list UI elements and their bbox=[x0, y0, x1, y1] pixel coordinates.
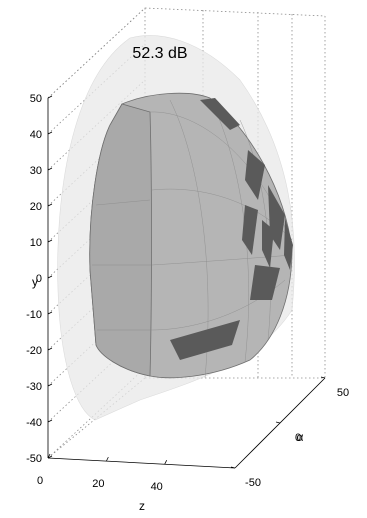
highlight-patch bbox=[262, 220, 274, 268]
alpha-tick-mark bbox=[230, 466, 236, 469]
y-tick-label: 50 bbox=[30, 93, 42, 105]
y-axis-label: y bbox=[32, 275, 38, 289]
y-tick-mark bbox=[47, 455, 53, 459]
y-tick-mark bbox=[47, 419, 53, 423]
inner-front-face bbox=[89, 103, 152, 377]
highlight-patch bbox=[284, 218, 293, 270]
z-axis-label: z bbox=[139, 499, 145, 513]
y-tick-mark bbox=[47, 203, 53, 207]
y-tick-mark bbox=[47, 311, 53, 315]
y-ticks: -50 -40 -30 -20 -10 0 10 20 30 40 50 bbox=[26, 93, 53, 465]
y-tick-mark bbox=[47, 239, 53, 243]
y-tick-label: 30 bbox=[30, 165, 42, 177]
alpha-tick-label: -50 bbox=[245, 477, 261, 489]
y-tick-label: -30 bbox=[26, 381, 42, 393]
alpha-tick-mark bbox=[320, 376, 326, 379]
z-tick-label: 20 bbox=[92, 478, 104, 490]
y-tick-mark bbox=[47, 383, 53, 387]
z-tick-mark bbox=[164, 460, 168, 465]
z-tick-mark bbox=[47, 453, 51, 459]
highlight-patch bbox=[170, 320, 240, 360]
highlight-patch bbox=[245, 150, 265, 200]
z-ticks: 0 20 40 bbox=[37, 453, 168, 493]
y-tick-label: -10 bbox=[26, 309, 42, 321]
y-tick-mark bbox=[47, 347, 53, 351]
z-tick-mark bbox=[105, 456, 109, 462]
alpha-ticks: -50 0 50 bbox=[230, 376, 349, 489]
highlight-patch bbox=[250, 265, 280, 300]
alpha-tick-label: 50 bbox=[337, 387, 349, 399]
z-tick-label: 40 bbox=[151, 481, 163, 493]
alpha-tick-label: 0 bbox=[295, 432, 301, 444]
y-tick-label: 0 bbox=[36, 273, 42, 285]
y-tick-label: -40 bbox=[26, 417, 42, 429]
y-tick-mark bbox=[47, 275, 53, 279]
y-tick-mark bbox=[47, 95, 53, 99]
y-tick-label: 10 bbox=[30, 237, 42, 249]
alpha-tick-mark bbox=[275, 421, 281, 424]
highlight-patch bbox=[200, 98, 240, 130]
y-tick-mark bbox=[47, 167, 53, 171]
y-tick-label: -50 bbox=[26, 453, 42, 465]
y-tick-label: 40 bbox=[30, 129, 42, 141]
z-axis-line bbox=[47, 457, 236, 469]
z-tick-label: 0 bbox=[37, 475, 43, 487]
y-tick-label: 20 bbox=[30, 201, 42, 213]
inner-surface bbox=[89, 92, 293, 379]
highlight-patch bbox=[242, 205, 258, 255]
chart-title: 52.3 dB bbox=[132, 45, 187, 62]
alpha-axis-label: α bbox=[297, 430, 304, 444]
y-tick-label: -20 bbox=[26, 345, 42, 357]
y-tick-mark bbox=[47, 131, 53, 135]
